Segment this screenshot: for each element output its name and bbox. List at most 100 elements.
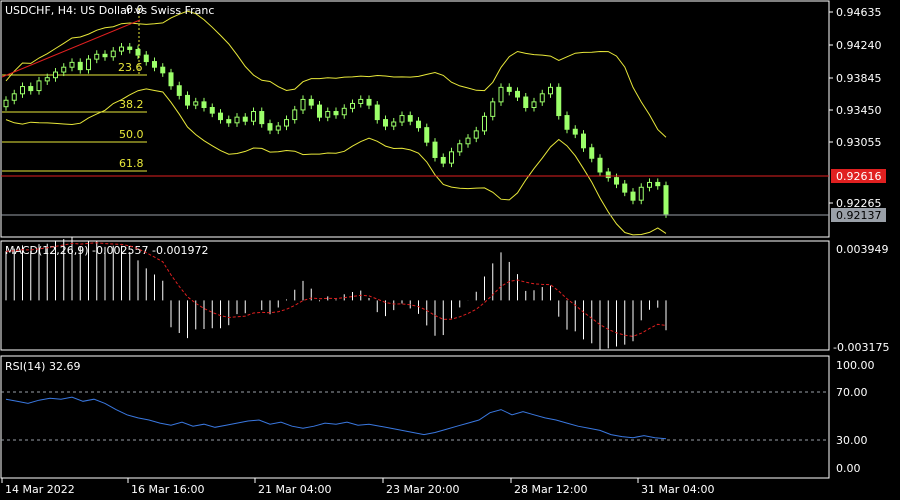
- candle-body: [160, 66, 166, 74]
- macd-title: MACD(12,26,9) -0.002557 -0.001972: [5, 244, 208, 257]
- price-tag-current: [831, 208, 886, 222]
- time-axis: 14 Mar 2022 16 Mar 16:00 21 Mar 04:00 23…: [1, 478, 714, 496]
- candle-body: [77, 61, 83, 71]
- candle-body: [218, 112, 223, 121]
- candle-body: [473, 130, 479, 139]
- rsi-tick: 70.00: [836, 386, 868, 399]
- candle-body: [53, 71, 58, 79]
- candle-body: [193, 101, 199, 106]
- price-axis: 0.94635 0.94240 0.93845 0.93450 0.93055 …: [829, 6, 882, 210]
- candle-body: [28, 86, 34, 92]
- candle-body: [515, 90, 520, 98]
- candle-body: [300, 98, 306, 111]
- candle-body: [638, 186, 644, 201]
- time-tick: 14 Mar 2022: [5, 483, 75, 496]
- macd-panel[interactable]: [0, 240, 830, 351]
- candle-body: [251, 111, 256, 122]
- fib-label-236: 23.6: [118, 61, 143, 74]
- candle-body: [168, 72, 174, 87]
- candle-body: [572, 128, 578, 135]
- price-tag-red-text: 0.92616: [836, 170, 882, 183]
- candle-body: [506, 86, 512, 92]
- candle-body: [234, 116, 240, 124]
- candle-body: [44, 77, 50, 82]
- candle-body: [366, 98, 372, 106]
- candle-body: [275, 125, 281, 131]
- candle-body: [407, 115, 413, 122]
- trendline[interactable]: [1, 19, 141, 78]
- candle-body: [564, 115, 570, 130]
- candle-body: [102, 53, 108, 58]
- rsi-panel[interactable]: [0, 355, 830, 479]
- candle-body: [358, 98, 364, 104]
- candle-body: [36, 80, 42, 92]
- candle-body: [292, 109, 298, 121]
- candle-body: [119, 46, 124, 52]
- candle-body: [490, 101, 496, 117]
- candle-body: [622, 183, 628, 193]
- candle-body: [11, 93, 17, 101]
- candle-body: [325, 111, 331, 118]
- candle-body: [110, 50, 116, 58]
- candle-body: [416, 120, 421, 129]
- candle-body: [597, 157, 603, 173]
- band-upper: [5, 10, 667, 138]
- candle-body: [94, 53, 100, 60]
- rsi-tick: 0.00: [836, 462, 861, 475]
- candle-body: [143, 54, 149, 63]
- symbol-title: USDCHF, H4: US Dollar vs Swiss Franc: [5, 4, 214, 17]
- price-tag-current-text: 0.92137: [836, 209, 882, 222]
- candle-body: [374, 104, 380, 121]
- candle-body: [226, 119, 232, 124]
- candle-body: [20, 86, 25, 95]
- candle-body: [465, 137, 471, 145]
- candle-body: [539, 93, 545, 103]
- candle-body: [498, 86, 504, 103]
- rsi-tick: 100.00: [836, 359, 875, 372]
- candle-body: [3, 99, 9, 108]
- candle-body: [341, 107, 347, 116]
- rsi-title: RSI(14) 32.69: [5, 360, 80, 373]
- macd-signal-line: [5, 242, 667, 337]
- candle-body: [449, 151, 454, 164]
- fib-label-500: 50.0: [119, 128, 144, 141]
- candle-body: [391, 121, 397, 127]
- price-tag-red: [831, 169, 886, 183]
- price-tick: 0.92265: [836, 197, 882, 210]
- time-tick: 23 Mar 20:00: [386, 483, 459, 496]
- macd-tick-bottom: -0.003175: [833, 341, 889, 354]
- candle-body: [185, 94, 190, 106]
- fibonacci-retracement[interactable]: [2, 8, 147, 172]
- price-panel[interactable]: [0, 0, 830, 238]
- rsi-tick: 30.00: [836, 434, 868, 447]
- macd-tick-top: 0.003949: [836, 243, 889, 256]
- price-tick: 0.94635: [836, 6, 882, 19]
- price-tick: 0.93055: [836, 136, 882, 149]
- candle-body: [556, 86, 562, 117]
- candle-body: [523, 96, 529, 109]
- candle-body: [333, 111, 339, 116]
- price-tick: 0.93450: [836, 104, 882, 117]
- candle-body: [614, 177, 619, 185]
- candle-body: [69, 61, 75, 68]
- time-tick: 21 Mar 04:00: [258, 483, 331, 496]
- candle-body: [605, 171, 611, 179]
- candle-body: [531, 101, 537, 109]
- candle-body: [152, 61, 157, 68]
- candle-body: [209, 107, 215, 114]
- candle-body: [457, 143, 463, 153]
- candle-body: [350, 102, 355, 109]
- candle-body: [548, 86, 553, 95]
- price-tick: 0.93845: [836, 72, 882, 85]
- time-tick: 31 Mar 04:00: [641, 483, 714, 496]
- candle-body: [317, 104, 322, 118]
- candle-body: [647, 181, 652, 188]
- candle-body: [482, 115, 487, 132]
- candle-body: [424, 127, 430, 143]
- candle-body: [61, 66, 67, 73]
- fib-label-0: 0.0: [126, 3, 144, 16]
- macd-histogram: [5, 237, 667, 350]
- candle-body: [267, 123, 273, 131]
- bollinger-bands: [5, 10, 667, 236]
